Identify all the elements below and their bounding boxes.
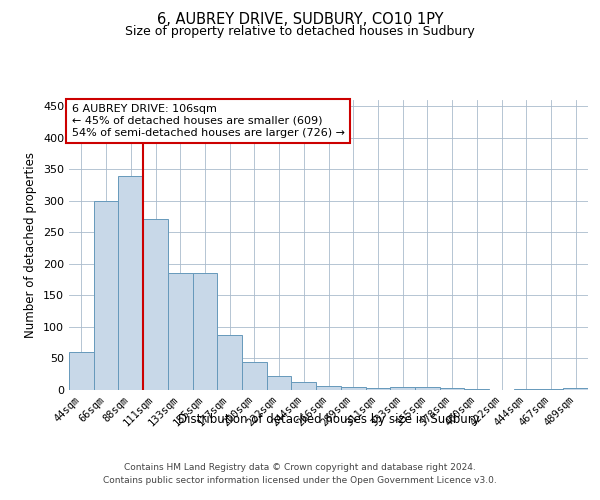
Bar xyxy=(341,388,365,390)
Bar xyxy=(118,176,143,390)
Bar xyxy=(514,388,539,390)
Bar xyxy=(143,218,168,390)
Text: 6 AUBREY DRIVE: 106sqm
← 45% of detached houses are smaller (609)
54% of semi-de: 6 AUBREY DRIVE: 106sqm ← 45% of detached… xyxy=(71,104,344,138)
Y-axis label: Number of detached properties: Number of detached properties xyxy=(25,152,37,338)
Bar xyxy=(365,388,390,390)
Bar xyxy=(563,388,588,390)
Bar xyxy=(440,388,464,390)
Text: Size of property relative to detached houses in Sudbury: Size of property relative to detached ho… xyxy=(125,25,475,38)
Bar xyxy=(193,274,217,390)
Bar xyxy=(390,388,415,390)
Bar xyxy=(316,386,341,390)
Text: Distribution of detached houses by size in Sudbury: Distribution of detached houses by size … xyxy=(178,412,479,426)
Bar xyxy=(292,382,316,390)
Bar xyxy=(69,352,94,390)
Bar xyxy=(415,388,440,390)
Bar xyxy=(168,274,193,390)
Text: Contains HM Land Registry data © Crown copyright and database right 2024.: Contains HM Land Registry data © Crown c… xyxy=(124,462,476,471)
Bar xyxy=(217,334,242,390)
Bar xyxy=(242,362,267,390)
Text: 6, AUBREY DRIVE, SUDBURY, CO10 1PY: 6, AUBREY DRIVE, SUDBURY, CO10 1PY xyxy=(157,12,443,28)
Text: Contains public sector information licensed under the Open Government Licence v3: Contains public sector information licen… xyxy=(103,476,497,485)
Bar xyxy=(94,201,118,390)
Bar xyxy=(267,376,292,390)
